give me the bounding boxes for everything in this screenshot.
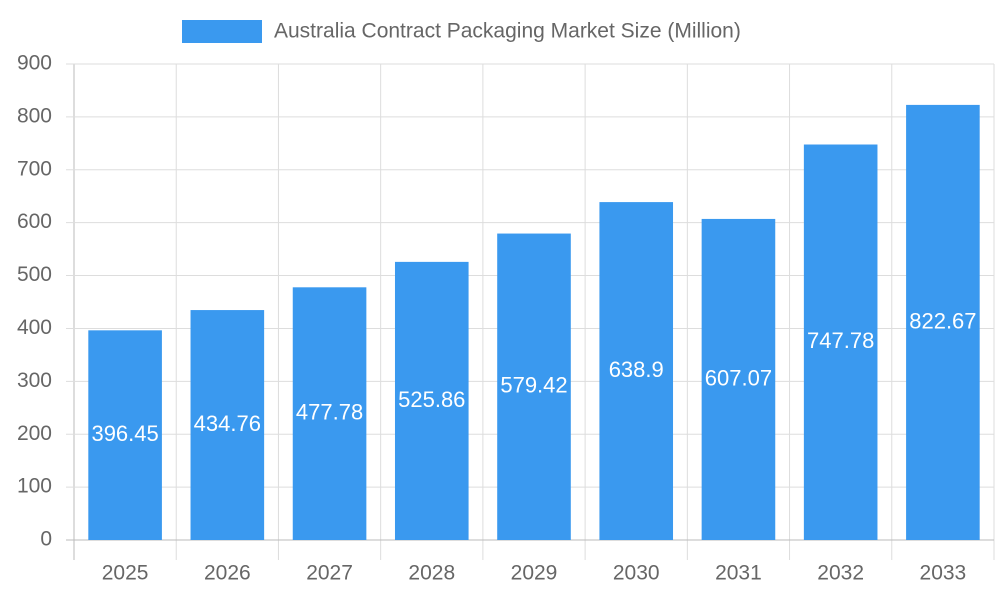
x-tick-label: 2031 bbox=[715, 562, 762, 585]
data-label: 747.78 bbox=[807, 328, 874, 353]
y-tick-label: 100 bbox=[17, 475, 52, 498]
bar bbox=[803, 144, 878, 541]
data-label: 477.78 bbox=[296, 399, 363, 424]
x-tick-label: 2033 bbox=[920, 562, 967, 585]
bar bbox=[394, 261, 469, 540]
y-tick-label: 600 bbox=[17, 210, 52, 233]
data-label: 525.86 bbox=[398, 387, 465, 412]
bar bbox=[88, 330, 162, 540]
data-label: 607.07 bbox=[705, 365, 772, 390]
y-tick-label: 300 bbox=[17, 369, 52, 392]
x-tick-label: 2032 bbox=[817, 562, 864, 585]
data-label: 434.76 bbox=[194, 411, 261, 436]
y-tick-label: 0 bbox=[40, 528, 52, 551]
y-tick-label: 800 bbox=[17, 104, 52, 127]
y-tick-label: 900 bbox=[17, 52, 52, 75]
x-tick-label: 2028 bbox=[408, 562, 455, 585]
legend-label: Australia Contract Packaging Market Size… bbox=[274, 20, 741, 43]
x-tick-label: 2027 bbox=[306, 562, 353, 585]
data-label: 396.45 bbox=[91, 421, 158, 446]
y-tick-label: 500 bbox=[17, 263, 52, 286]
data-label: 638.9 bbox=[609, 357, 664, 382]
x-tick-label: 2026 bbox=[204, 562, 251, 585]
y-tick-label: 200 bbox=[17, 422, 52, 445]
bar bbox=[190, 310, 265, 540]
bar bbox=[292, 287, 367, 540]
legend-swatch bbox=[182, 20, 262, 43]
data-label: 822.67 bbox=[909, 308, 976, 333]
bar bbox=[906, 104, 980, 540]
x-tick-label: 2030 bbox=[613, 562, 660, 585]
y-tick-label: 400 bbox=[17, 316, 52, 339]
x-tick-label: 2025 bbox=[102, 562, 149, 585]
bar bbox=[701, 218, 776, 540]
bar bbox=[497, 233, 571, 540]
x-tick-label: 2029 bbox=[511, 562, 558, 585]
y-tick-label: 700 bbox=[17, 157, 52, 180]
data-label: 579.42 bbox=[500, 373, 567, 398]
bar bbox=[599, 202, 674, 540]
